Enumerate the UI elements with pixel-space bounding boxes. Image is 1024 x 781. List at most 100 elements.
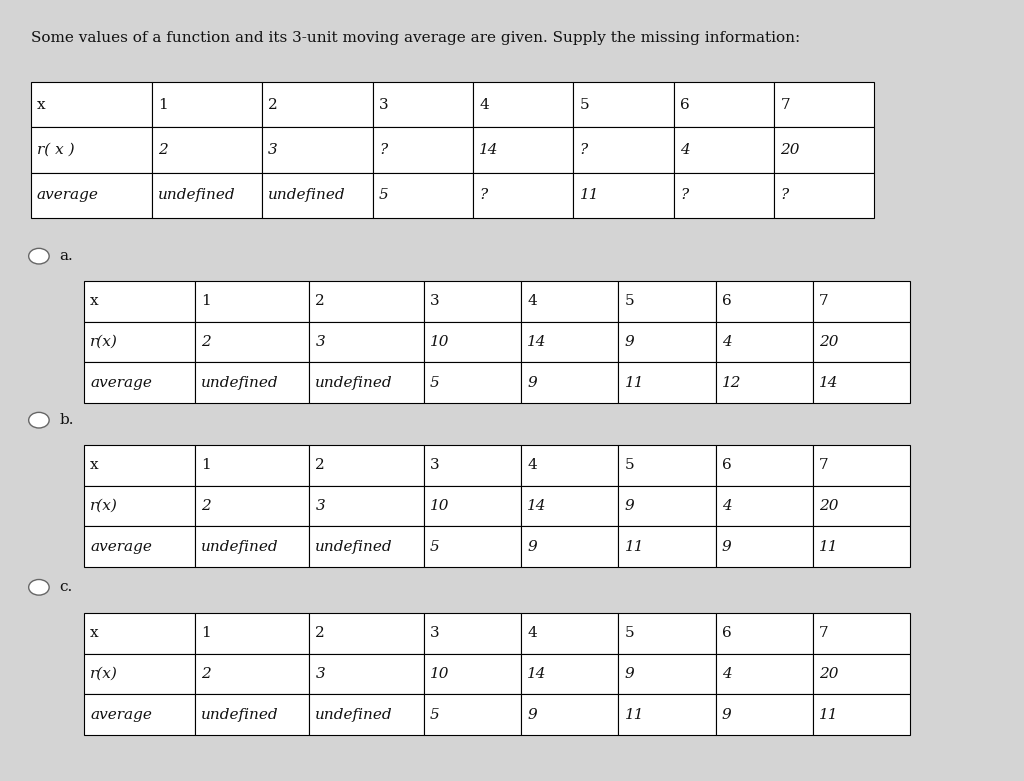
Bar [424,613,521,654]
Bar [774,127,874,173]
Bar [618,445,716,486]
Bar [521,526,618,567]
Bar [309,486,424,526]
Text: undefined: undefined [315,708,393,722]
Bar [152,173,262,218]
Bar [521,322,618,362]
Bar [373,82,473,127]
Bar [521,486,618,526]
Text: 1: 1 [201,294,211,308]
Text: 9: 9 [527,708,538,722]
Text: 2: 2 [315,294,326,308]
Text: 6: 6 [722,458,732,473]
Text: 4: 4 [527,294,538,308]
Text: 9: 9 [625,499,635,513]
Text: 10: 10 [430,667,450,681]
Bar [195,362,309,403]
Bar [195,526,309,567]
Text: 7: 7 [819,294,828,308]
Bar [84,694,195,735]
Bar [813,654,910,694]
Text: a.: a. [59,249,73,263]
Text: 3: 3 [315,335,326,349]
Bar [152,82,262,127]
Text: ?: ? [580,143,588,157]
Bar [716,362,813,403]
Text: 3: 3 [315,667,326,681]
Bar [716,654,813,694]
Text: 2: 2 [315,626,326,640]
Text: 20: 20 [819,335,839,349]
Text: undefined: undefined [315,540,393,554]
Text: 1: 1 [201,458,211,473]
Circle shape [29,580,49,595]
Text: ?: ? [680,188,688,202]
Text: 14: 14 [527,667,547,681]
Text: 5: 5 [430,708,440,722]
Bar [195,654,309,694]
Text: 10: 10 [430,499,450,513]
Bar [195,486,309,526]
Text: 6: 6 [680,98,690,112]
Text: ?: ? [379,143,387,157]
Bar [674,173,774,218]
Text: r(x): r(x) [90,335,118,349]
Bar [373,127,473,173]
Bar [618,322,716,362]
Text: 9: 9 [722,540,732,554]
Bar [195,322,309,362]
Text: undefined: undefined [201,540,279,554]
Bar [813,486,910,526]
Bar [618,281,716,322]
Bar [618,613,716,654]
Bar [195,445,309,486]
Text: 2: 2 [268,98,279,112]
Text: 11: 11 [819,540,839,554]
Text: 20: 20 [819,667,839,681]
Text: x: x [90,294,98,308]
Text: 14: 14 [479,143,499,157]
Text: 5: 5 [625,458,634,473]
Text: 4: 4 [527,626,538,640]
Bar [84,613,195,654]
Bar [813,322,910,362]
Text: 9: 9 [527,540,538,554]
Bar [618,526,716,567]
Text: 3: 3 [430,626,439,640]
Text: average: average [90,708,152,722]
Text: 3: 3 [268,143,279,157]
Bar [473,173,573,218]
Bar [521,694,618,735]
Text: 5: 5 [625,626,634,640]
Text: 1: 1 [201,626,211,640]
Bar [774,82,874,127]
Bar [84,322,195,362]
Text: x: x [37,98,45,112]
Text: 4: 4 [527,458,538,473]
Text: 10: 10 [430,335,450,349]
Bar [521,445,618,486]
Bar [716,281,813,322]
Text: 3: 3 [379,98,388,112]
Text: undefined: undefined [315,376,393,390]
Circle shape [29,248,49,264]
Bar [424,486,521,526]
Bar [813,526,910,567]
Text: 4: 4 [722,335,732,349]
Text: 6: 6 [722,626,732,640]
Text: 4: 4 [680,143,690,157]
Text: 9: 9 [625,667,635,681]
Text: 5: 5 [379,188,389,202]
Bar [152,127,262,173]
Text: average: average [37,188,98,202]
Bar [84,281,195,322]
Text: 9: 9 [527,376,538,390]
Text: undefined: undefined [201,376,279,390]
Text: 5: 5 [580,98,589,112]
Text: 5: 5 [430,376,440,390]
Bar [813,281,910,322]
Text: 3: 3 [430,294,439,308]
Bar [716,613,813,654]
Text: 11: 11 [625,376,644,390]
Bar [424,694,521,735]
